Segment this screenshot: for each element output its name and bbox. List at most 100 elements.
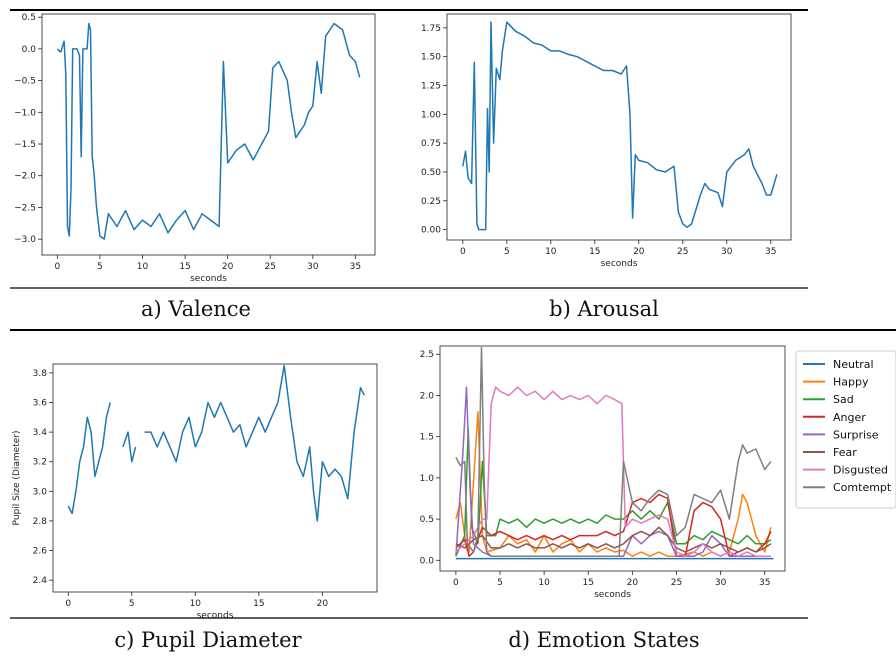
y-tick-label: −3.0 bbox=[14, 235, 36, 245]
y-tick-label: 3.4 bbox=[33, 428, 48, 438]
plot-frame bbox=[446, 13, 792, 241]
legend-label: Sad bbox=[833, 393, 854, 406]
legend-label: Anger bbox=[833, 411, 866, 424]
x-tick-label: 5 bbox=[504, 247, 510, 257]
x-tick-label: 15 bbox=[179, 262, 190, 272]
x-tick-label: 25 bbox=[265, 262, 276, 272]
series-group bbox=[462, 21, 778, 231]
y-tick-label: 3.0 bbox=[33, 487, 48, 497]
x-tick-label: 20 bbox=[633, 247, 645, 257]
captions: a) Valence b) Arousal c) Pupil Diameter … bbox=[114, 297, 699, 652]
y-tick-label: 1.25 bbox=[421, 81, 441, 91]
x-tick-label: 10 bbox=[538, 578, 550, 588]
x-tick-label: 20 bbox=[627, 578, 639, 588]
y-tick-label: 3.8 bbox=[33, 369, 48, 379]
x-tick-label: 0 bbox=[453, 578, 459, 588]
x-tick-label: 10 bbox=[137, 262, 149, 272]
y-tick-label: 1.5 bbox=[420, 433, 434, 443]
x-tick-label: 15 bbox=[589, 247, 600, 257]
y-tick-label: 2.0 bbox=[420, 391, 435, 401]
y-axis-label: Pupil Size (Diameter) bbox=[12, 431, 22, 526]
x-tick-label: 25 bbox=[671, 578, 682, 588]
x-tick-label: 5 bbox=[129, 599, 135, 609]
series-line-comtempt bbox=[455, 346, 772, 557]
chart-emotions: 0 5 10 15 20 25 30 35 0.0 0.5 1.0 1.5 2.0 2.5 seconds N… bbox=[420, 345, 896, 600]
legend-label: Fear bbox=[833, 446, 857, 459]
y-tick-label: 2.8 bbox=[33, 517, 48, 527]
y-tick-label: 3.2 bbox=[33, 458, 47, 468]
x-tick-label: 35 bbox=[765, 247, 776, 257]
x-tick-label: 20 bbox=[222, 262, 234, 272]
series-line-segment bbox=[144, 364, 365, 522]
series-line-disgusted bbox=[455, 386, 771, 557]
chart-pupil: 0 5 10 15 20 2.4 2.6 2.8 3.0 3.2 3.4 3.6 3.8 seconds P… bbox=[12, 363, 378, 621]
series-line bbox=[462, 21, 778, 231]
series-line bbox=[56, 22, 361, 240]
x-tick-label: 0 bbox=[65, 599, 71, 609]
series-line-anger bbox=[455, 493, 772, 557]
y-tick-label: 2.4 bbox=[33, 576, 48, 586]
x-axis-label: seconds bbox=[190, 274, 227, 284]
caption-emotion-states: d) Emotion States bbox=[508, 628, 699, 652]
series-group bbox=[67, 364, 365, 522]
y-tick-label: 0.5 bbox=[420, 515, 434, 525]
y-tick-label: 2.5 bbox=[420, 350, 434, 360]
x-tick-label: 5 bbox=[497, 578, 503, 588]
x-tick-label: 5 bbox=[97, 262, 103, 272]
y-tick-label: −0.5 bbox=[14, 77, 36, 87]
y-tick-label: 0.5 bbox=[22, 13, 36, 23]
y-tick-label: 0.0 bbox=[22, 45, 37, 55]
legend-label: Comtempt bbox=[833, 481, 892, 494]
y-tick-label: −1.0 bbox=[14, 108, 36, 118]
legend-label: Surprise bbox=[833, 428, 879, 441]
legend: Neutral Happy Sad Anger Surprise Fear Disguste… bbox=[795, 350, 896, 509]
y-tick-label: 1.00 bbox=[421, 110, 441, 120]
x-tick-label: 0 bbox=[54, 262, 60, 272]
x-tick-label: 20 bbox=[317, 599, 329, 609]
x-tick-label: 35 bbox=[350, 262, 361, 272]
y-tick-label: 0.00 bbox=[421, 226, 441, 236]
chart-panels: 0 5 10 15 20 25 30 35 −3.0 −2.5 −2.0 −1.5 −1.0 −0.5 0.… bbox=[12, 13, 896, 621]
caption-arousal: b) Arousal bbox=[549, 297, 659, 321]
x-axis-label: seconds bbox=[197, 611, 234, 621]
figure-rules bbox=[10, 9, 896, 619]
chart-valence: 0 5 10 15 20 25 30 35 −3.0 −2.5 −2.0 −1.5 −1.0 −0.5 0.… bbox=[14, 13, 376, 284]
y-tick-label: 1.0 bbox=[420, 474, 435, 484]
plot-frame bbox=[41, 13, 376, 256]
legend-label: Neutral bbox=[833, 358, 874, 371]
y-tick-label: 1.50 bbox=[421, 53, 441, 63]
series-group bbox=[56, 22, 361, 240]
x-tick-label: 15 bbox=[253, 599, 264, 609]
y-tick-label: 1.75 bbox=[421, 24, 441, 34]
plot-frame bbox=[439, 345, 786, 572]
y-tick-label: 0.25 bbox=[421, 197, 441, 207]
x-axis-label: seconds bbox=[594, 590, 631, 600]
y-tick-label: 0.50 bbox=[421, 168, 441, 178]
x-tick-label: 10 bbox=[190, 599, 202, 609]
x-tick-label: 30 bbox=[715, 578, 727, 588]
x-tick-label: 25 bbox=[677, 247, 688, 257]
y-tick-label: −2.5 bbox=[14, 203, 36, 213]
series-group bbox=[455, 346, 774, 560]
series-line-segment bbox=[122, 431, 137, 463]
caption-valence: a) Valence bbox=[141, 297, 251, 321]
legend-label: Happy bbox=[833, 376, 869, 389]
y-tick-label: 2.6 bbox=[33, 547, 48, 557]
series-line-surprise bbox=[455, 386, 771, 557]
caption-pupil-diameter: c) Pupil Diameter bbox=[114, 628, 302, 652]
y-tick-label: 0.0 bbox=[420, 556, 435, 566]
y-tick-label: −2.0 bbox=[14, 172, 36, 182]
x-tick-label: 15 bbox=[583, 578, 594, 588]
y-tick-label: 0.75 bbox=[421, 139, 441, 149]
y-tick-label: −1.5 bbox=[14, 140, 36, 150]
x-tick-label: 10 bbox=[545, 247, 557, 257]
x-tick-label: 0 bbox=[460, 247, 466, 257]
x-tick-label: 35 bbox=[759, 578, 770, 588]
x-tick-label: 30 bbox=[721, 247, 733, 257]
series-line-fear bbox=[455, 526, 772, 553]
chart-arousal: 0 5 10 15 20 25 30 35 0.00 0.25 0.50 0.75 1.00 1.25 1.… bbox=[421, 13, 792, 269]
series-line-segment bbox=[67, 402, 111, 515]
x-tick-label: 30 bbox=[307, 262, 319, 272]
y-tick-label: 3.6 bbox=[33, 398, 48, 408]
